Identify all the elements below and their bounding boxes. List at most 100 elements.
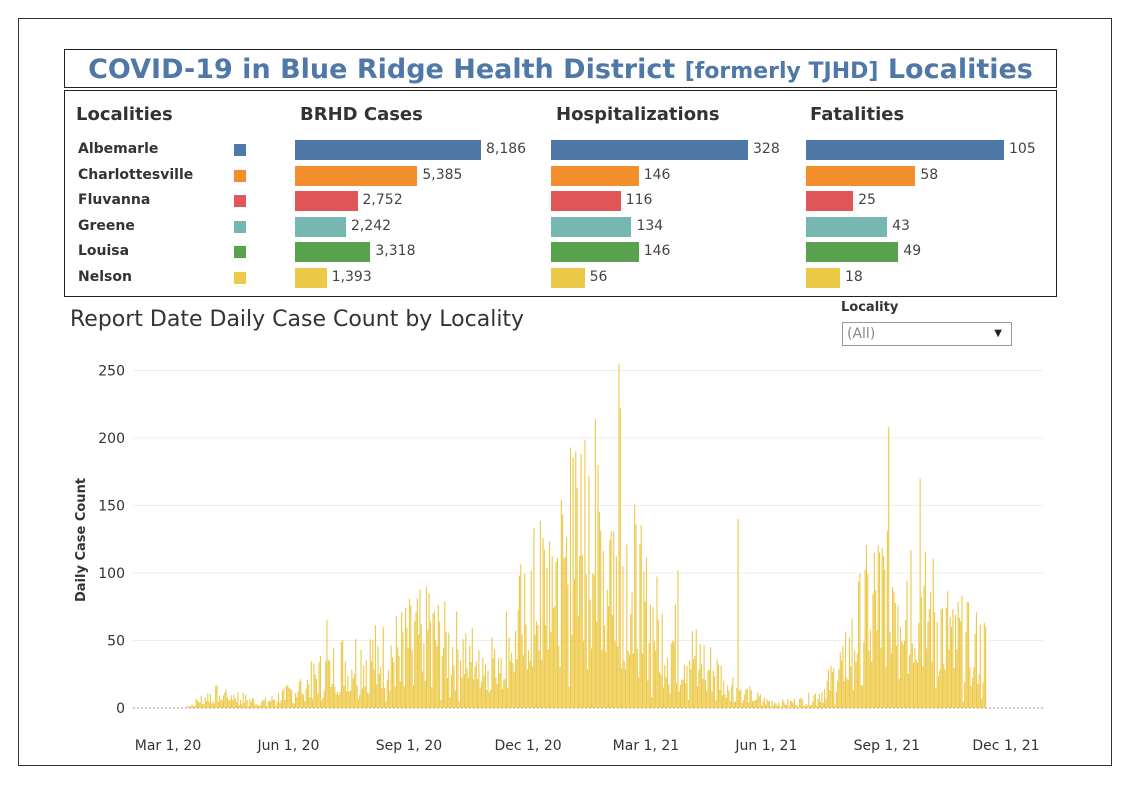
legend-swatch-louisa bbox=[234, 246, 246, 258]
daily-bar-319 bbox=[604, 625, 606, 708]
locality-name-albemarle: Albemarle bbox=[78, 141, 159, 157]
daily-bar-433 bbox=[753, 701, 755, 708]
daily-bar-151 bbox=[384, 687, 386, 708]
daily-bar-372 bbox=[673, 641, 675, 708]
daily-bar-601 bbox=[973, 667, 975, 708]
daily-bar-18 bbox=[209, 694, 212, 708]
daily-bar-464 bbox=[793, 698, 795, 708]
daily-bar-219 bbox=[473, 679, 475, 708]
daily-bar-112 bbox=[332, 648, 335, 708]
daily-bar-441 bbox=[763, 697, 765, 708]
daily-bar-392 bbox=[699, 644, 701, 708]
hospitalizations-label-fluvanna: 116 bbox=[625, 192, 653, 208]
daily-bar-552 bbox=[909, 654, 911, 708]
daily-bar-181 bbox=[423, 643, 425, 708]
daily-bar-281 bbox=[554, 606, 556, 708]
daily-bar-573 bbox=[936, 622, 938, 708]
title-main: COVID-19 in Blue Ridge Health District bbox=[88, 54, 685, 85]
daily-bar-353 bbox=[648, 642, 650, 708]
daily-bar-322 bbox=[607, 606, 610, 708]
daily-bar-330 bbox=[618, 363, 620, 708]
daily-bar-201 bbox=[449, 697, 451, 708]
daily-bar-143 bbox=[373, 669, 375, 708]
daily-bar-10 bbox=[199, 702, 201, 708]
legend-swatch-charlottesville bbox=[234, 169, 246, 182]
daily-bar-187 bbox=[431, 687, 433, 708]
daily-bar-506 bbox=[848, 637, 850, 708]
daily-bar-198 bbox=[445, 632, 447, 708]
daily-bar-377 bbox=[679, 684, 682, 708]
daily-bar-166 bbox=[403, 686, 405, 708]
daily-bar-570 bbox=[932, 558, 934, 708]
daily-bar-195 bbox=[441, 656, 443, 708]
daily-bar-395 bbox=[703, 645, 705, 708]
daily-bar-495 bbox=[834, 704, 836, 708]
daily-bar-247 bbox=[509, 661, 511, 708]
daily-bar-64 bbox=[270, 700, 272, 708]
daily-bar-500 bbox=[841, 660, 843, 708]
daily-bar-27 bbox=[221, 700, 223, 708]
daily-bar-271 bbox=[541, 659, 543, 708]
daily-bar-139 bbox=[368, 693, 370, 708]
cases-bar-greene bbox=[295, 216, 346, 237]
daily-bar-279 bbox=[551, 556, 553, 708]
daily-bar-417 bbox=[732, 677, 734, 708]
daily-bar-25 bbox=[219, 695, 221, 708]
daily-bar-172 bbox=[411, 650, 413, 708]
daily-bar-517 bbox=[863, 641, 865, 708]
dropdown-arrow-icon[interactable]: ▼ bbox=[994, 328, 1002, 339]
daily-bar-21 bbox=[213, 703, 215, 708]
daily-bar-62 bbox=[267, 701, 269, 708]
daily-bar-47 bbox=[247, 706, 249, 708]
daily-bar-594 bbox=[964, 681, 966, 708]
daily-bar-23 bbox=[216, 685, 218, 708]
daily-bar-156 bbox=[390, 645, 392, 708]
daily-bar-566 bbox=[927, 621, 929, 708]
daily-bar-461 bbox=[789, 700, 792, 708]
daily-bar-75 bbox=[284, 700, 286, 708]
daily-bar-385 bbox=[690, 669, 692, 708]
daily-bar-544 bbox=[898, 679, 900, 708]
daily-bar-558 bbox=[916, 662, 919, 708]
daily-bar-498 bbox=[838, 669, 840, 708]
daily-bar-245 bbox=[507, 687, 509, 708]
daily-bar-589 bbox=[957, 601, 959, 708]
hospitalizations-bar-greene bbox=[551, 216, 632, 237]
hospitalizations-label-louisa: 146 bbox=[643, 243, 671, 259]
dashboard-frame bbox=[18, 18, 1112, 766]
daily-bar-193 bbox=[439, 621, 441, 708]
dashboard-title: COVID-19 in Blue Ridge Health District [… bbox=[64, 49, 1057, 88]
daily-bar-313 bbox=[596, 621, 598, 708]
daily-bar-60 bbox=[264, 697, 267, 708]
x-tick-label-5: Jun 1, 21 bbox=[734, 738, 797, 754]
daily-bar-582 bbox=[948, 649, 950, 708]
daily-bar-37 bbox=[234, 698, 236, 708]
daily-bar-350 bbox=[644, 601, 646, 708]
daily-bar-223 bbox=[478, 650, 480, 708]
daily-bar-373 bbox=[674, 604, 676, 708]
daily-bar-252 bbox=[516, 659, 518, 708]
daily-bar-565 bbox=[926, 648, 928, 708]
daily-bar-309 bbox=[590, 648, 593, 708]
daily-bar-69 bbox=[276, 701, 278, 708]
daily-bar-31 bbox=[226, 697, 229, 708]
daily-bar-115 bbox=[336, 691, 339, 708]
daily-bar-213 bbox=[465, 633, 467, 708]
locality-filter-dropdown[interactable]: (All) ▼ bbox=[842, 322, 1012, 346]
daily-bar-494 bbox=[833, 667, 835, 708]
daily-bar-118 bbox=[340, 641, 342, 708]
daily-bar-286 bbox=[560, 499, 562, 708]
daily-bar-290 bbox=[566, 537, 568, 708]
daily-bar-35 bbox=[232, 700, 234, 708]
daily-bar-507 bbox=[850, 666, 852, 708]
daily-bar-523 bbox=[871, 661, 873, 708]
daily-bar-270 bbox=[539, 520, 541, 708]
daily-bar-336 bbox=[626, 544, 628, 708]
legend-swatch-nelson bbox=[234, 271, 246, 284]
daily-bar-375 bbox=[677, 570, 679, 708]
daily-bar-1 bbox=[187, 705, 189, 708]
daily-bar-276 bbox=[547, 649, 549, 708]
daily-bar-296 bbox=[573, 579, 576, 708]
localities-table bbox=[64, 90, 1057, 297]
daily-bar-108 bbox=[327, 659, 329, 708]
